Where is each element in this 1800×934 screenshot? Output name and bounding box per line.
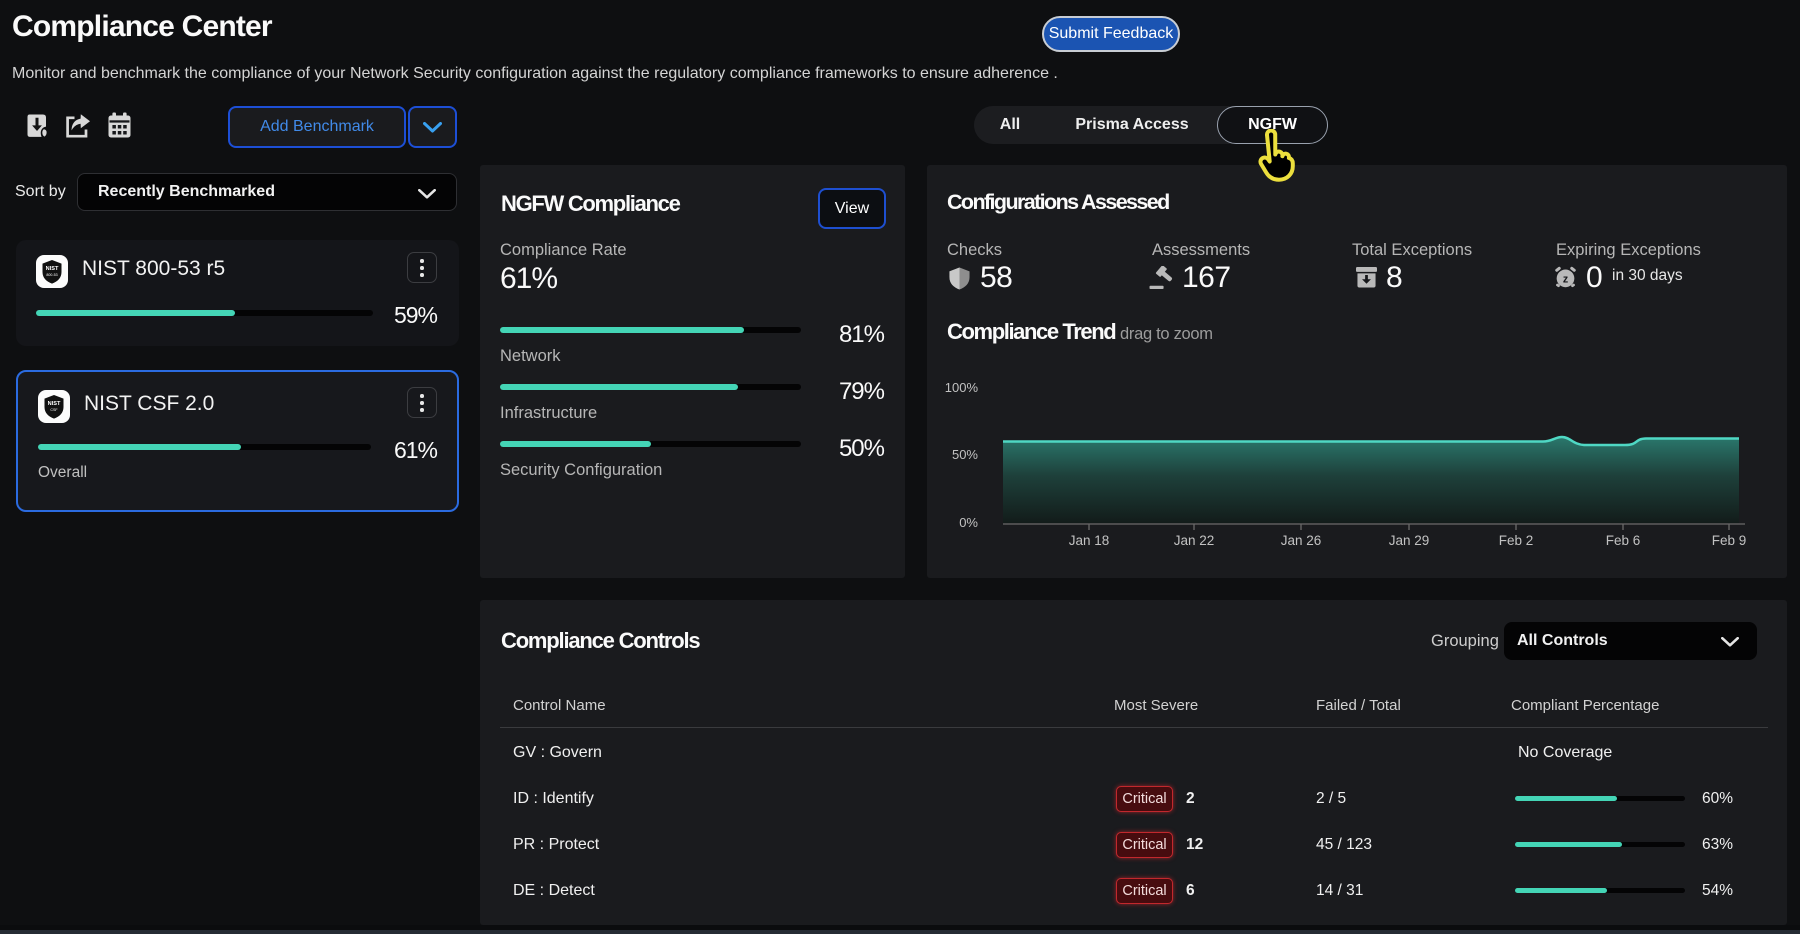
svg-text:Jan 18: Jan 18 <box>1069 533 1110 548</box>
svg-text:100%: 100% <box>945 380 979 395</box>
svg-text:Jan 26: Jan 26 <box>1281 533 1322 548</box>
svg-text:Feb 6: Feb 6 <box>1606 533 1641 548</box>
svg-text:Feb 2: Feb 2 <box>1499 533 1534 548</box>
svg-text:Feb 9: Feb 9 <box>1712 533 1747 548</box>
svg-text:50%: 50% <box>952 447 978 462</box>
svg-text:NIST: NIST <box>48 401 61 407</box>
svg-text:0%: 0% <box>959 515 978 530</box>
svg-text:CSF: CSF <box>50 408 58 412</box>
svg-text:Jan 29: Jan 29 <box>1389 533 1430 548</box>
svg-text:z: z <box>1563 273 1568 285</box>
svg-text:Jan 22: Jan 22 <box>1174 533 1215 548</box>
svg-text:800-53: 800-53 <box>46 273 57 277</box>
svg-text:NIST: NIST <box>46 266 59 272</box>
